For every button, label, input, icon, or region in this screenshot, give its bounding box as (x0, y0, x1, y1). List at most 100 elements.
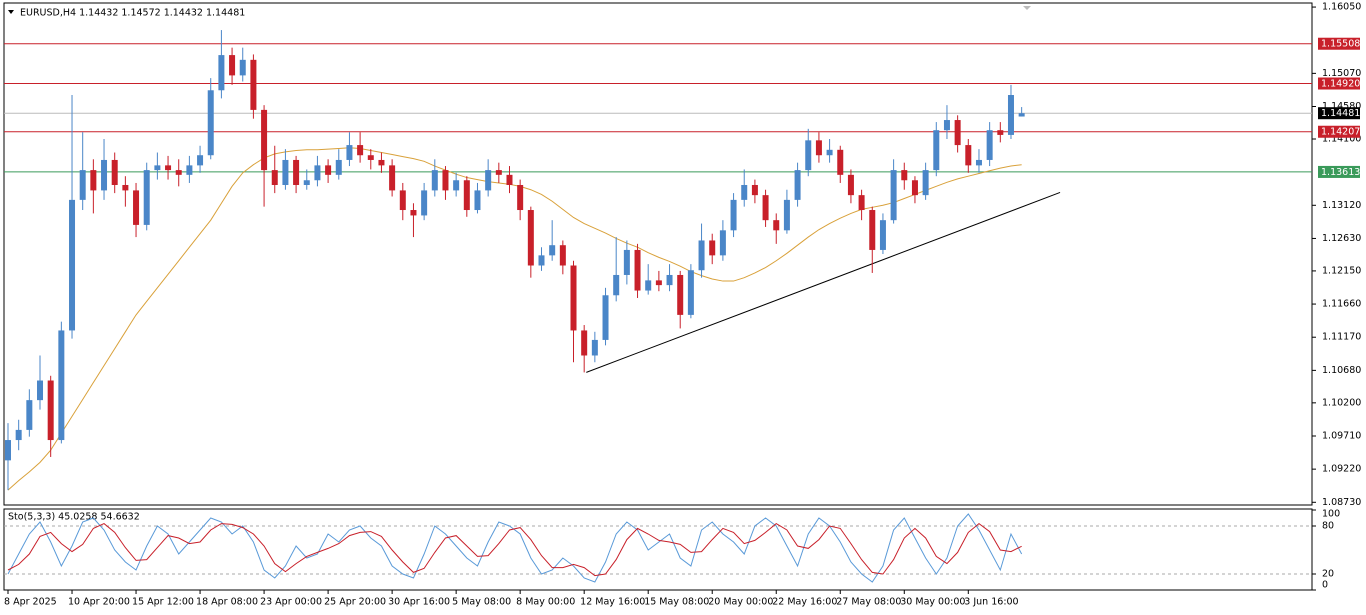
candle-body (218, 55, 225, 91)
candle-body (79, 170, 86, 200)
x-tick-label: 3 Jun 16:00 (964, 597, 1018, 608)
candle-body (90, 170, 97, 191)
y-tick-label: 1.11170 (1322, 332, 1361, 343)
candle-body (389, 165, 396, 191)
candle-body (410, 210, 417, 216)
level-line-tag (1318, 165, 1360, 178)
price-title: EURUSD,H4 1.14432 1.14572 1.14432 1.1448… (20, 8, 245, 19)
candle-body (527, 210, 534, 266)
candle-body (506, 174, 513, 185)
candle-body (933, 130, 940, 171)
current-price-line-tag (1318, 107, 1360, 120)
candle-body (709, 240, 716, 256)
candle-body (698, 240, 705, 271)
x-tick-label: 25 Apr 20:00 (324, 597, 386, 608)
x-tick-label: 12 May 16:00 (580, 597, 645, 608)
candle-body (133, 190, 140, 225)
candle-body (581, 330, 588, 356)
level-line-label: 1.15508 (1321, 39, 1360, 50)
trendline (586, 191, 1061, 373)
candle-body (719, 230, 726, 256)
candle-body (623, 249, 630, 275)
candle-body (261, 109, 268, 171)
candle-body (58, 330, 65, 441)
candle-body (794, 170, 801, 200)
candle-body (869, 210, 876, 250)
candle-body (751, 184, 758, 196)
candle-body (229, 55, 236, 76)
candle-body (111, 159, 118, 185)
candle-body (47, 380, 54, 441)
candle-body (431, 170, 438, 191)
candle-body (538, 255, 545, 266)
candle-body (463, 180, 470, 211)
candle-body (901, 170, 908, 181)
candle-body (943, 120, 950, 131)
candle-body (783, 199, 790, 231)
candle-body (613, 274, 620, 296)
candle-body (1018, 113, 1025, 117)
candle-body (997, 130, 1004, 135)
candle-body (143, 170, 150, 225)
y-tick-label: 1.11660 (1322, 299, 1361, 310)
candle-body (815, 140, 822, 156)
candle-body (645, 280, 652, 291)
candle-body (954, 120, 961, 146)
candle-body (655, 280, 662, 286)
candle-body (666, 274, 673, 286)
candle-body (367, 155, 374, 160)
candle-body (282, 159, 289, 185)
level-line-label: 1.14920 (1321, 79, 1360, 90)
menu-arrow[interactable] (8, 10, 14, 14)
candle-body (154, 165, 161, 171)
price-panel-frame (3, 2, 1313, 506)
candle-body (634, 249, 641, 291)
x-tick-label: 8 May 00:00 (516, 597, 575, 608)
level-line-tag (1318, 37, 1360, 50)
y-tick-label: 1.09710 (1322, 430, 1361, 441)
x-tick-label: 23 Apr 00:00 (260, 597, 322, 608)
candle-body (858, 195, 865, 211)
candle-body (122, 184, 129, 191)
shift-marker (1023, 6, 1031, 10)
candle-body (879, 220, 886, 250)
x-tick-label: 30 Apr 16:00 (388, 597, 450, 608)
candle-body (474, 190, 481, 211)
candle-body (15, 429, 22, 441)
y-tick-label: 80 (1322, 521, 1334, 532)
x-tick-label: 27 May 08:00 (836, 597, 901, 608)
candle-body (1007, 95, 1014, 135)
candle-body (207, 90, 214, 156)
y-tick-label: 1.15070 (1322, 68, 1361, 79)
candle-body (303, 180, 310, 185)
candle-body (357, 145, 364, 156)
y-tick-label: 1.09220 (1322, 464, 1361, 475)
candle-body (741, 184, 748, 200)
candle-body (847, 174, 854, 196)
y-tick-label: 1.12630 (1322, 233, 1361, 244)
candle-body (591, 339, 598, 356)
candle-body (826, 149, 833, 156)
candle-body (197, 155, 204, 166)
oscillator-title: Sto(5,3,3) 45.0258 54.6632 (8, 512, 140, 523)
candle-body (559, 245, 566, 266)
x-tick-label: 22 May 16:00 (772, 597, 837, 608)
oscillator-line (7, 513, 1023, 583)
x-tick-label: 20 May 00:00 (708, 597, 773, 608)
candle-body (965, 145, 972, 166)
candle-body (549, 245, 556, 256)
candle-body (442, 170, 449, 191)
oscillator-panel-frame (3, 508, 1313, 591)
y-tick-label: 1.13120 (1322, 200, 1361, 211)
oscillator-line (7, 522, 1022, 577)
x-tick-label: 18 Apr 08:00 (196, 597, 258, 608)
candle-body (165, 165, 172, 171)
candle-body (762, 195, 769, 221)
candle-body (453, 180, 460, 191)
candle-body (677, 274, 684, 315)
x-tick-label: 15 May 08:00 (644, 597, 709, 608)
candle-body (5, 440, 11, 461)
candle-body (975, 159, 982, 166)
candle-body (399, 190, 406, 211)
